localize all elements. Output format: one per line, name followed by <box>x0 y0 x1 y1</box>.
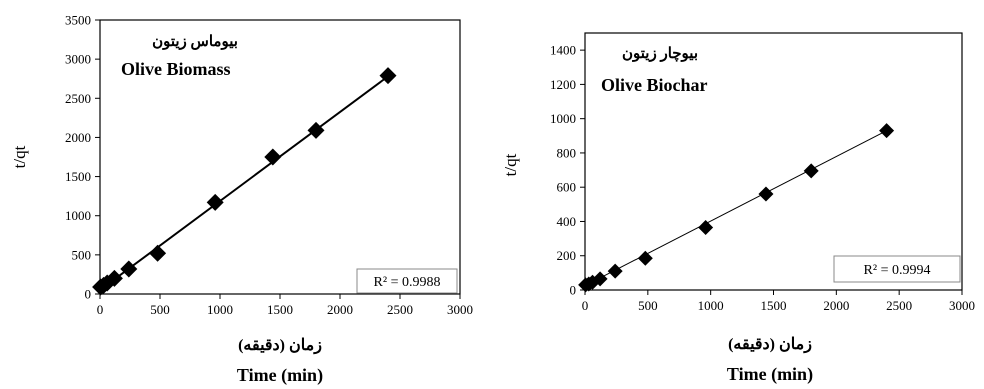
x-tick-label: 1500 <box>267 302 293 317</box>
y-axis-label: t/qt <box>501 153 520 176</box>
chart-title-fa: بیوچار زیتون <box>622 46 698 62</box>
data-point <box>120 260 138 278</box>
y-tick-label: 0 <box>570 283 577 298</box>
chart-title-fa: بیوماس زیتون <box>152 34 238 50</box>
x-tick-label: 500 <box>150 302 170 317</box>
y-tick-label: 2000 <box>65 130 91 145</box>
y-tick-label: 1000 <box>550 111 576 126</box>
data-point <box>879 123 895 139</box>
y-axis-label: t/qt <box>10 145 29 168</box>
r2-box <box>356 268 458 294</box>
y-tick-label: 500 <box>72 247 92 262</box>
y-tick-label: 400 <box>557 214 577 229</box>
plot-area-frame <box>584 32 963 291</box>
data-point <box>149 244 167 262</box>
data-point <box>637 250 653 266</box>
x-tick-label: 2000 <box>327 302 353 317</box>
data-point <box>758 186 774 202</box>
y-tick-label: 3500 <box>65 13 91 28</box>
x-tick-label: 1000 <box>207 302 233 317</box>
x-tick-label: 0 <box>582 298 589 313</box>
y-tick-label: 0 <box>85 287 92 302</box>
y-axis: 0 500 1000 1500 2000 2500 3000 3500 <box>65 13 100 302</box>
x-tick-label: 1500 <box>761 298 787 313</box>
data-point <box>607 263 623 279</box>
x-tick-label: 3000 <box>447 302 473 317</box>
x-tick-label: 2500 <box>387 302 413 317</box>
chart-title: Olive Biomass <box>121 59 231 79</box>
data-point <box>803 163 819 179</box>
data-point <box>264 148 282 166</box>
y-tick-label: 2500 <box>65 91 91 106</box>
y-tick-label: 1200 <box>550 77 576 92</box>
x-axis-label: Time (min) <box>727 364 813 385</box>
y-tick-label: 200 <box>557 248 577 263</box>
x-axis-label-fa: زمان (دقیقه) <box>728 336 812 354</box>
r2-label: R² = 0.9994 <box>864 263 931 278</box>
y-tick-label: 1400 <box>550 43 576 58</box>
x-tick-label: 500 <box>638 298 658 313</box>
data-point <box>592 271 608 287</box>
data-points <box>92 67 397 296</box>
x-axis: 0 500 1000 1500 2000 2500 3000 <box>97 294 473 317</box>
r2-box <box>833 255 961 283</box>
data-point <box>206 193 224 211</box>
x-axis-label: Time (min) <box>237 365 323 386</box>
data-point <box>379 67 397 85</box>
trendline <box>584 130 887 287</box>
data-point <box>307 121 325 139</box>
y-tick-label: 1500 <box>65 169 91 184</box>
x-tick-label: 3000 <box>949 298 975 313</box>
chart-olive-biochar: 0 200 400 600 800 1000 1200 1400 0 500 1000 1500 20… <box>501 32 975 385</box>
y-tick-label: 3000 <box>65 52 91 67</box>
y-tick-label: 600 <box>557 180 577 195</box>
trendline <box>99 75 389 291</box>
chart-title: Olive Biochar <box>601 75 708 95</box>
y-tick-label: 1000 <box>65 208 91 223</box>
x-tick-label: 2500 <box>886 298 912 313</box>
x-tick-label: 2000 <box>823 298 849 313</box>
y-axis: 0 200 400 600 800 1000 1200 1400 <box>550 43 585 298</box>
x-axis: 0 500 1000 1500 2000 2500 3000 <box>582 290 975 313</box>
r2-label: R² = 0.9988 <box>374 275 441 290</box>
x-axis-label-fa: زمان (دقیقه) <box>238 337 322 355</box>
y-tick-label: 800 <box>557 145 577 160</box>
data-points <box>578 123 895 293</box>
x-tick-label: 1000 <box>698 298 724 313</box>
data-point <box>105 269 123 287</box>
chart-olive-biomass: 0 500 1000 1500 2000 2500 3000 3500 0 500 1000 150… <box>10 13 473 387</box>
data-point <box>698 219 714 235</box>
x-tick-label: 0 <box>97 302 104 317</box>
